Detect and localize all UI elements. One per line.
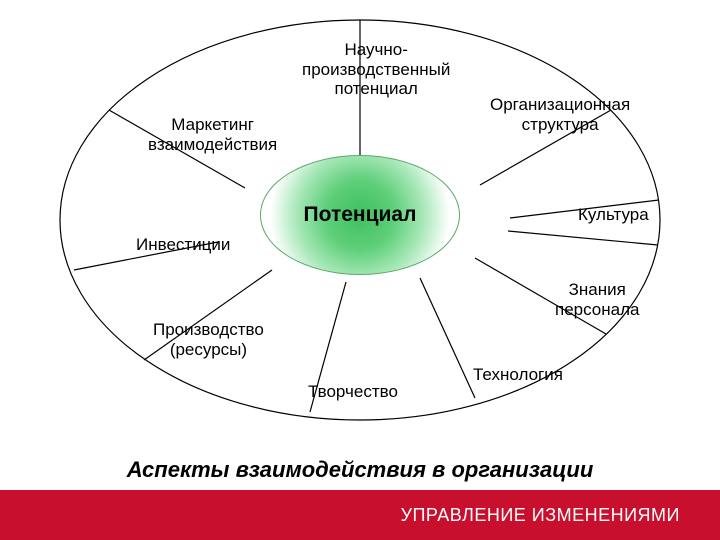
caption-bar: Аспекты взаимодействия в организации: [0, 450, 720, 490]
segment-label-8: Маркетингвзаимодействия: [148, 115, 277, 154]
center-label: Потенциал: [304, 203, 417, 227]
segment-label-7: Инвестиции: [136, 235, 230, 255]
segment-label-0: Научно-производственныйпотенциал: [302, 40, 450, 99]
segment-label-6: Производство(ресурсы): [153, 320, 264, 359]
center-hub: Потенциал: [260, 155, 460, 275]
caption-text: Аспекты взаимодействия в организации: [127, 457, 594, 483]
segment-label-1: Организационнаяструктура: [490, 95, 630, 134]
footer-bar: УПРАВЛЕНИЕ ИЗМЕНЕНИЯМИ: [0, 490, 720, 540]
segment-label-4: Технология: [473, 365, 563, 385]
segment-label-3: Знанияперсонала: [555, 280, 639, 319]
diagram-container: Потенциал Научно-производственныйпотенци…: [0, 0, 720, 450]
segment-label-5: Творчество: [308, 382, 398, 402]
footer-text: УПРАВЛЕНИЕ ИЗМЕНЕНИЯМИ: [401, 505, 680, 526]
segment-label-2: Культура: [578, 205, 649, 225]
